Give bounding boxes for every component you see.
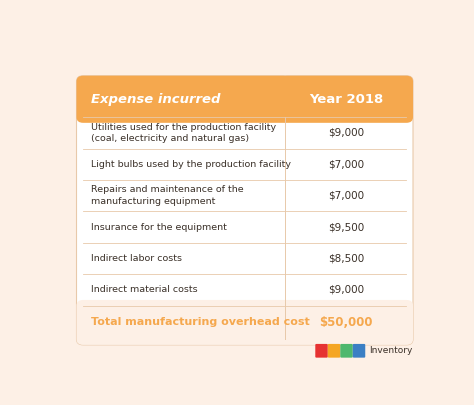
Text: Expense incurred: Expense incurred — [91, 93, 221, 106]
Text: $9,500: $9,500 — [328, 222, 364, 232]
FancyBboxPatch shape — [281, 76, 413, 123]
Text: Light bulbs used by the production facility: Light bulbs used by the production facil… — [91, 160, 291, 169]
Text: Repairs and maintenance of the
manufacturing equipment: Repairs and maintenance of the manufactu… — [91, 185, 244, 206]
FancyBboxPatch shape — [76, 76, 413, 345]
FancyBboxPatch shape — [76, 300, 413, 345]
FancyBboxPatch shape — [328, 344, 340, 358]
Text: Insurance for the equipment: Insurance for the equipment — [91, 223, 227, 232]
FancyBboxPatch shape — [315, 344, 328, 358]
Text: Inventory: Inventory — [369, 346, 412, 355]
Bar — [83, 101, 283, 117]
Text: Indirect material costs: Indirect material costs — [91, 286, 198, 294]
Text: $9,000: $9,000 — [328, 128, 364, 138]
Text: $8,500: $8,500 — [328, 254, 364, 264]
Text: $50,000: $50,000 — [319, 316, 373, 329]
Text: $9,000: $9,000 — [328, 285, 364, 295]
Bar — [83, 305, 406, 326]
FancyBboxPatch shape — [340, 344, 353, 358]
Text: Total manufacturing overhead cost: Total manufacturing overhead cost — [91, 318, 310, 327]
FancyBboxPatch shape — [76, 76, 290, 123]
Text: Indirect labor costs: Indirect labor costs — [91, 254, 182, 263]
Text: Year 2018: Year 2018 — [310, 93, 384, 106]
Text: $7,000: $7,000 — [328, 159, 364, 169]
Text: Utilities used for the production facility
(coal, electricity and natural gas): Utilities used for the production facili… — [91, 122, 276, 143]
Bar — [287, 101, 406, 117]
FancyBboxPatch shape — [353, 344, 365, 358]
Text: $7,000: $7,000 — [328, 191, 364, 201]
